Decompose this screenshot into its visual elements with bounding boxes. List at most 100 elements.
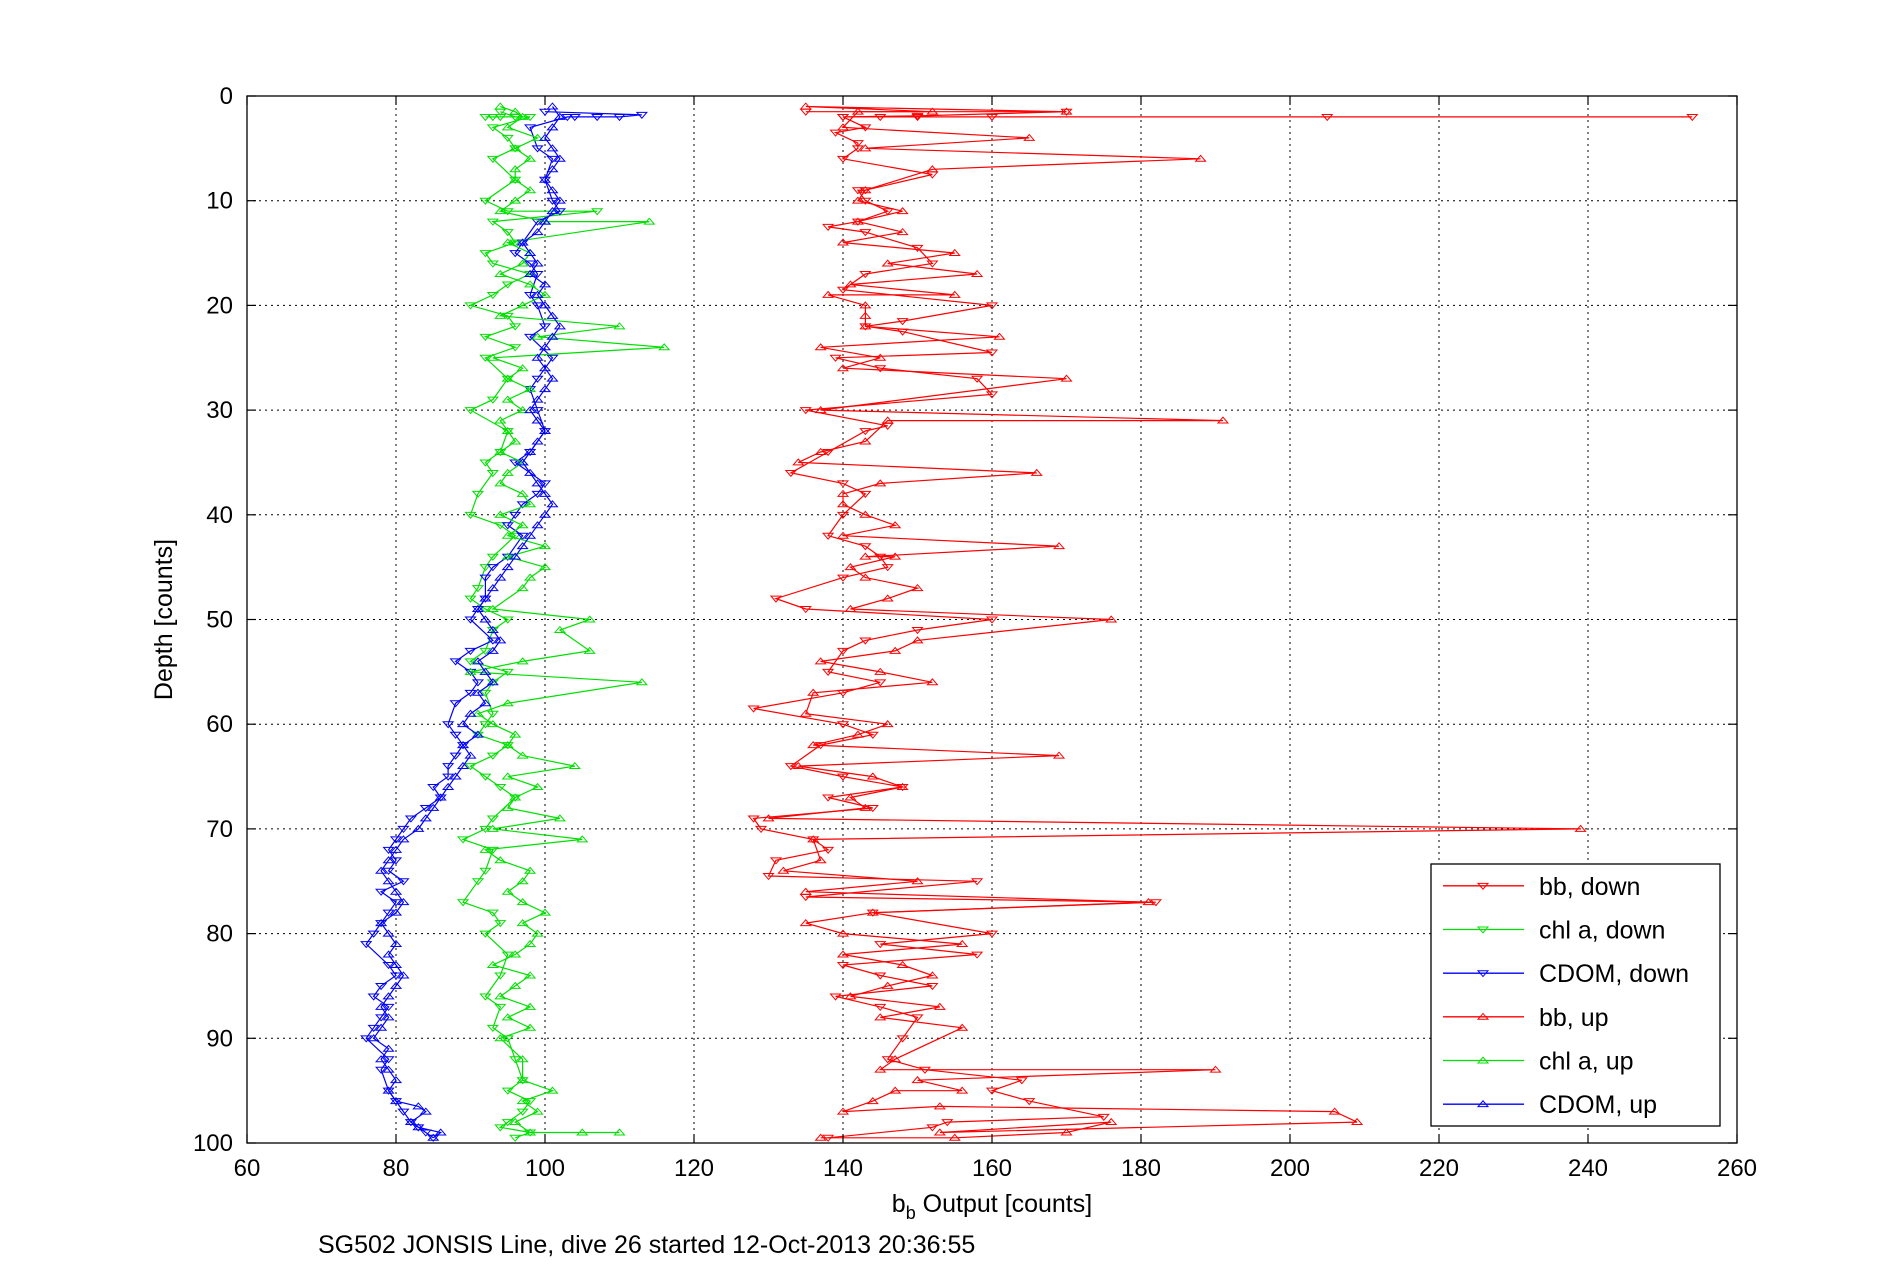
data-point [486, 626, 499, 635]
data-point [471, 688, 485, 696]
data-point [911, 583, 924, 592]
data-point [486, 710, 499, 718]
data-point [471, 709, 485, 717]
data-point [889, 1055, 902, 1063]
data-point [792, 761, 805, 770]
legend-label: chl a, up [1539, 1048, 1634, 1076]
data-point [866, 731, 879, 739]
data-point [546, 500, 559, 508]
data-point [449, 752, 462, 760]
data-point [881, 564, 894, 572]
y-axis-label: Depth [counts] [150, 539, 178, 700]
data-point [382, 1086, 395, 1094]
data-point [583, 646, 596, 654]
data-point [494, 269, 507, 277]
data-point [807, 688, 820, 696]
y-tick-label: 100 [193, 1130, 233, 1157]
data-point [553, 208, 566, 216]
data-point [911, 877, 924, 885]
data-point [531, 332, 544, 340]
data-point [501, 699, 514, 707]
data-point [822, 290, 835, 298]
data-point [568, 761, 581, 770]
data-point [859, 573, 872, 581]
data-point [501, 772, 514, 780]
data-point [859, 301, 872, 309]
data-point [762, 814, 775, 822]
data-point [494, 972, 507, 980]
data-point [434, 794, 447, 802]
data-point [501, 1087, 514, 1095]
data-point [546, 207, 559, 215]
x-tick-label: 260 [1717, 1155, 1757, 1182]
data-point [486, 846, 499, 854]
data-point [896, 1035, 909, 1043]
data-point [874, 679, 887, 687]
data-point [799, 709, 812, 717]
data-point [509, 552, 522, 560]
data-point [553, 625, 566, 633]
data-point [456, 836, 470, 844]
data-point [516, 1108, 529, 1116]
data-point [933, 1002, 946, 1010]
data-point [874, 1003, 887, 1012]
data-point [538, 323, 552, 331]
data-point [889, 552, 902, 560]
x-axis-label-main: b [892, 1190, 906, 1218]
data-point [524, 248, 537, 257]
data-point [375, 1066, 388, 1074]
data-point [456, 899, 470, 907]
data-point [538, 563, 552, 571]
data-point [635, 111, 648, 119]
data-point [516, 657, 529, 665]
data-point [769, 857, 783, 865]
data-point [553, 196, 566, 204]
series-bb-down [747, 108, 1699, 1142]
data-point [419, 1107, 432, 1115]
data-point [501, 616, 514, 624]
data-point [874, 972, 887, 980]
data-point [829, 129, 842, 137]
data-point [531, 290, 544, 298]
x-tick-label: 120 [674, 1155, 714, 1182]
data-point [494, 102, 507, 110]
data-point [829, 354, 842, 362]
data-point [397, 878, 410, 886]
data-point [829, 993, 842, 1001]
legend-swatch-marker [1476, 970, 1490, 978]
data-point [985, 113, 999, 122]
data-point [881, 208, 894, 216]
data-point [524, 271, 537, 279]
data-point [859, 144, 872, 152]
data-point [814, 1133, 827, 1141]
data-point [836, 480, 850, 488]
data-point [1321, 113, 1334, 122]
data-point [546, 354, 559, 362]
series-line [768, 105, 1581, 1139]
data-point [509, 323, 522, 331]
data-point [807, 740, 820, 749]
legend-item: bb, down [1443, 873, 1640, 901]
data-point [1328, 1107, 1341, 1115]
data-point [881, 1056, 894, 1064]
data-point [494, 636, 507, 644]
data-point [985, 349, 999, 357]
data-point [486, 396, 499, 404]
data-point [933, 1102, 946, 1110]
y-tick-label: 70 [206, 816, 233, 843]
data-point [397, 898, 410, 906]
data-point [486, 1024, 499, 1032]
data-point [501, 428, 514, 436]
data-point [442, 763, 455, 771]
data-point [389, 972, 403, 980]
data-point [389, 845, 403, 853]
data-point [851, 196, 864, 204]
data-point [859, 186, 872, 194]
data-point [404, 1117, 417, 1126]
data-point [509, 511, 522, 519]
data-point [501, 238, 514, 246]
data-point [412, 1102, 425, 1110]
legend: bb, down chl a, down CDOM, down bb, up chl a… [1430, 863, 1721, 1127]
data-point [524, 405, 537, 414]
data-point [516, 301, 529, 309]
